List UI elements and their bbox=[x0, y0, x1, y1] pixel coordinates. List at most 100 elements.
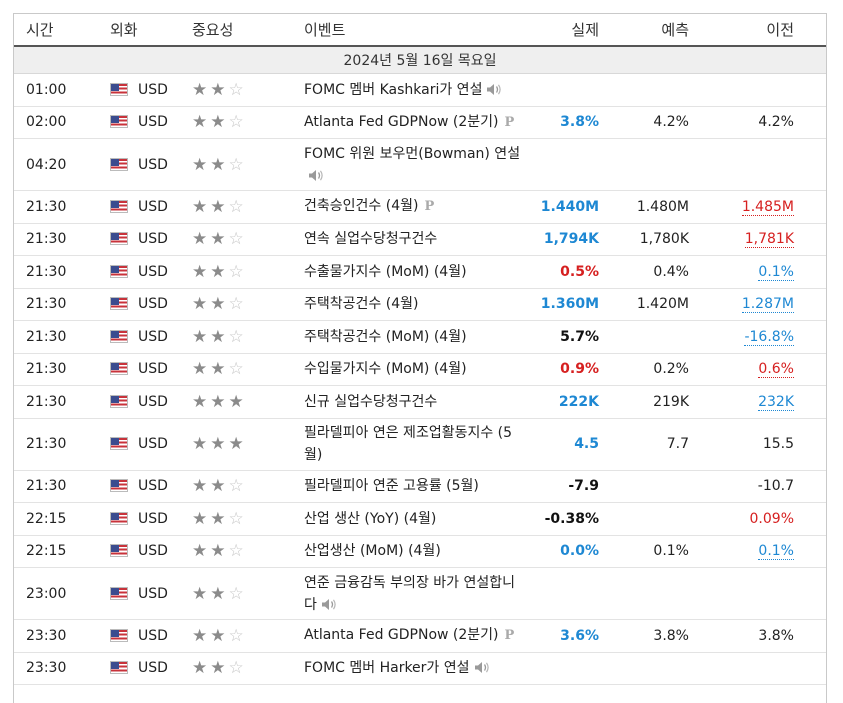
event-time: 23:00 bbox=[14, 567, 110, 620]
event-name[interactable]: 연준 금융감독 부의장 바가 연설합니다 bbox=[304, 574, 515, 613]
event-row[interactable]: 21:30 USD ★★★ 필라델피아 연은 제조업활동지수 (5월) 4.5 7.7 15… bbox=[14, 418, 826, 471]
event-currency-cell: USD bbox=[110, 73, 192, 107]
event-forecast: 0.4% bbox=[599, 255, 689, 289]
event-forecast: 0.2% bbox=[599, 353, 689, 386]
event-forecast: 1.420M bbox=[599, 288, 689, 321]
importance-rating: ★★★ bbox=[192, 418, 304, 471]
event-row[interactable]: 04:20 USD ★★☆ FOMC 위원 보우먼(Bowman) 연설 bbox=[14, 138, 826, 191]
event-name[interactable]: 필라델피아 연준 고용률 (5월) bbox=[304, 478, 479, 495]
row-spacer bbox=[794, 385, 826, 419]
star-filled-icon: ★ bbox=[210, 229, 229, 250]
header-currency[interactable]: 외화 bbox=[110, 14, 192, 47]
star-filled-icon: ★ bbox=[228, 391, 247, 412]
event-previous[interactable]: 1.485M bbox=[741, 198, 794, 216]
star-filled-icon: ★ bbox=[210, 196, 229, 217]
event-row[interactable]: 23:30 USD ★★☆ Atlanta Fed GDPNow (2분기) P 3.6%… bbox=[14, 619, 826, 653]
event-row[interactable]: 21:30 USD ★★☆ 주택착공건수 (4월) 1.360M 1.420M 1.287M bbox=[14, 288, 826, 321]
star-filled-icon: ★ bbox=[192, 476, 211, 497]
event-previous[interactable]: 0.6% bbox=[758, 361, 794, 379]
us-flag-icon bbox=[110, 329, 128, 343]
importance-rating: ★★☆ bbox=[192, 223, 304, 256]
event-currency-cell: USD bbox=[110, 106, 192, 139]
event-previous-cell: 232K bbox=[689, 385, 794, 419]
event-previous-cell: 0.1% bbox=[689, 255, 794, 289]
event-previous-cell bbox=[689, 73, 794, 107]
event-row[interactable]: 21:30 USD ★★☆ 수입물가지수 (MoM) (4월) 0.9% 0.2% 0.6% bbox=[14, 353, 826, 386]
event-name[interactable]: 수출물가지수 (MoM) (4월) bbox=[304, 263, 467, 280]
star-filled-icon: ★ bbox=[192, 196, 211, 217]
event-time: 21:30 bbox=[14, 320, 110, 354]
star-filled-icon: ★ bbox=[192, 112, 211, 133]
event-name[interactable]: 필라델피아 연은 제조업활동지수 (5월) bbox=[304, 425, 513, 463]
event-previous[interactable]: 1.287M bbox=[741, 296, 794, 314]
event-name[interactable]: Atlanta Fed GDPNow (2분기) bbox=[304, 113, 499, 130]
event-row[interactable]: 21:30 USD ★★☆ 주택착공건수 (MoM) (4월) 5.7% -16.8% bbox=[14, 320, 826, 354]
header-previous[interactable]: 이전 bbox=[689, 14, 794, 47]
event-cell: 산업생산 (MoM) (4월) bbox=[304, 535, 529, 568]
event-name[interactable]: 신규 실업수당청구건수 bbox=[304, 393, 438, 410]
preliminary-icon: P bbox=[504, 114, 515, 130]
event-previous[interactable]: 1,781K bbox=[744, 231, 794, 249]
speaker-icon bbox=[321, 596, 337, 610]
event-name[interactable]: 산업 생산 (YoY) (4월) bbox=[304, 510, 437, 527]
event-previous[interactable]: -16.8% bbox=[744, 328, 794, 346]
event-row[interactable]: 02:00 USD ★★☆ Atlanta Fed GDPNow (2분기) P 3.8%… bbox=[14, 106, 826, 139]
row-spacer bbox=[794, 73, 826, 107]
event-name[interactable]: FOMC 위원 보우먼(Bowman) 연설 bbox=[304, 145, 521, 162]
event-cell: FOMC 위원 보우먼(Bowman) 연설 bbox=[304, 138, 529, 191]
header-importance[interactable]: 중요성 bbox=[192, 14, 304, 47]
star-filled-icon: ★ bbox=[192, 359, 211, 380]
event-previous[interactable]: 0.1% bbox=[758, 263, 794, 281]
event-cell: 수출물가지수 (MoM) (4월) bbox=[304, 255, 529, 289]
event-actual: 0.9% bbox=[529, 353, 599, 386]
event-row[interactable]: 21:30 USD ★★☆ 필라델피아 연준 고용률 (5월) -7.9 -10.7 bbox=[14, 470, 826, 503]
date-row: 2024년 5월 16일 목요일 bbox=[14, 46, 826, 74]
header-actual[interactable]: 실제 bbox=[529, 14, 599, 47]
importance-rating: ★★☆ bbox=[192, 535, 304, 568]
event-name[interactable]: 주택착공건수 (4월) bbox=[304, 296, 419, 313]
event-row[interactable]: 21:30 USD ★★☆ 건축승인건수 (4월) P 1.440M 1.480M 1.485… bbox=[14, 190, 826, 224]
event-previous: -10.7 bbox=[757, 478, 794, 495]
header-event[interactable]: 이벤트 bbox=[304, 14, 529, 47]
event-currency-cell: USD bbox=[110, 353, 192, 386]
event-name[interactable]: 주택착공건수 (MoM) (4월) bbox=[304, 328, 467, 345]
row-spacer bbox=[794, 320, 826, 354]
event-cell: 산업 생산 (YoY) (4월) bbox=[304, 502, 529, 536]
header-spacer bbox=[794, 14, 826, 47]
event-row[interactable]: 22:15 USD ★★☆ 산업생산 (MoM) (4월) 0.0% 0.1% 0.1% bbox=[14, 535, 826, 568]
event-row[interactable]: 21:30 USD ★★☆ 수출물가지수 (MoM) (4월) 0.5% 0.4% 0.1% bbox=[14, 255, 826, 289]
event-time: 21:30 bbox=[14, 418, 110, 471]
event-cell: 필라델피아 연준 고용률 (5월) bbox=[304, 470, 529, 503]
event-cell: 주택착공건수 (MoM) (4월) bbox=[304, 320, 529, 354]
event-cell: 연준 금융감독 부의장 바가 연설합니다 bbox=[304, 567, 529, 620]
star-filled-icon: ★ bbox=[210, 658, 229, 679]
event-name[interactable]: 연속 실업수당청구건수 bbox=[304, 231, 438, 248]
event-row[interactable]: 23:00 USD ★★☆ 연준 금융감독 부의장 바가 연설합니다 bbox=[14, 567, 826, 620]
header-time[interactable]: 시간 bbox=[14, 14, 110, 47]
event-currency-cell: USD bbox=[110, 619, 192, 653]
event-previous[interactable]: 232K bbox=[758, 393, 794, 411]
event-currency-cell: USD bbox=[110, 418, 192, 471]
event-time: 21:30 bbox=[14, 223, 110, 256]
event-row[interactable]: 22:15 USD ★★☆ 산업 생산 (YoY) (4월) -0.38% 0.09% bbox=[14, 502, 826, 536]
event-previous-cell: 15.5 bbox=[689, 418, 794, 471]
event-time: 01:00 bbox=[14, 73, 110, 107]
event-actual bbox=[529, 652, 599, 685]
event-row[interactable]: 23:30 USD ★★☆ FOMC 멤버 Harker가 연설 bbox=[14, 652, 826, 685]
star-empty-icon: ☆ bbox=[228, 359, 247, 380]
event-name[interactable]: 건축승인건수 (4월) bbox=[304, 198, 419, 215]
event-previous[interactable]: 0.1% bbox=[758, 543, 794, 561]
event-actual: 5.7% bbox=[529, 320, 599, 354]
event-row[interactable]: 21:30 USD ★★☆ 연속 실업수당청구건수 1,794K 1,780K 1,781K bbox=[14, 223, 826, 256]
event-name[interactable]: FOMC 멤버 Harker가 연설 bbox=[304, 660, 470, 677]
event-name[interactable]: Atlanta Fed GDPNow (2분기) bbox=[304, 627, 499, 644]
event-currency-cell: USD bbox=[110, 255, 192, 289]
event-name[interactable]: FOMC 멤버 Kashkari가 연설 bbox=[304, 81, 483, 98]
event-row[interactable]: 01:00 USD ★★☆ FOMC 멤버 Kashkari가 연설 bbox=[14, 73, 826, 107]
event-row[interactable]: 21:30 USD ★★★ 신규 실업수당청구건수 222K 219K 232K bbox=[14, 385, 826, 419]
event-name[interactable]: 산업생산 (MoM) (4월) bbox=[304, 543, 441, 560]
header-forecast[interactable]: 예측 bbox=[599, 14, 689, 47]
event-cell: 연속 실업수당청구건수 bbox=[304, 223, 529, 256]
event-name[interactable]: 수입물가지수 (MoM) (4월) bbox=[304, 361, 467, 378]
event-currency-cell: USD bbox=[110, 190, 192, 224]
